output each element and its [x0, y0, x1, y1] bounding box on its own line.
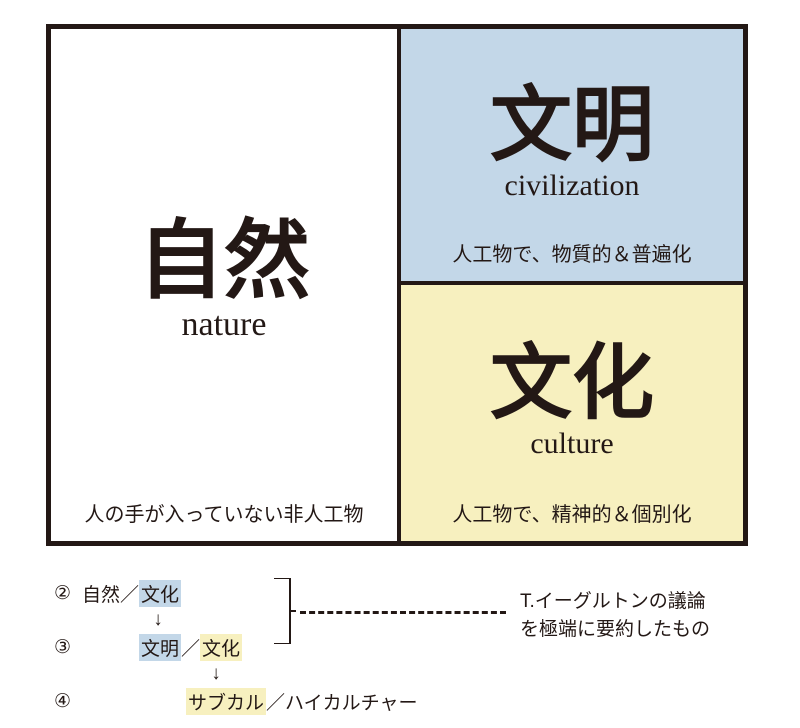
cult-title-en: culture [530, 429, 613, 459]
bracket-icon [274, 578, 296, 644]
footnotes: ②自然／文化↓③文明／文化↓④サブカル／ハイカルチャー [54, 578, 417, 716]
slash: ／ [181, 634, 200, 661]
source-annotation-line1: T.イーグルトンの議論 [520, 588, 710, 616]
highlight-chip: 文明 [139, 634, 181, 661]
note-row: ↓ [54, 662, 417, 686]
down-arrow-icon: ↓ [148, 609, 168, 631]
concept-grid: 自然 nature 人の手が入っていない非人工物 文明 civilization 人工物で… [46, 24, 748, 546]
highlight-chip: 文化 [139, 580, 181, 607]
cult-cell: 文化 culture 人工物で、精神的＆個別化 [397, 285, 743, 541]
nature-title-jp: 自然 [138, 218, 310, 304]
note-number: ④ [54, 690, 82, 713]
highlight-chip: 文化 [200, 634, 242, 661]
cult-title-jp: 文化 [490, 343, 654, 425]
source-annotation-line2: を極端に要約したもの [520, 616, 710, 644]
note-number: ② [54, 582, 82, 605]
note-number: ③ [54, 636, 82, 659]
note-term: 自然 [82, 580, 120, 607]
civ-description: 人工物で、物質的＆普遍化 [401, 238, 743, 267]
civ-title-en: civilization [505, 171, 640, 201]
note-row: ④ サブカル／ハイカルチャー [54, 686, 417, 716]
source-annotation: T.イーグルトンの議論 を極端に要約したもの [520, 588, 710, 643]
highlight-chip: サブカル [186, 688, 266, 715]
note-row: ②自然／文化 [54, 578, 417, 608]
cult-description: 人工物で、精神的＆個別化 [401, 498, 743, 527]
note-term: ハイカルチャー [285, 688, 417, 715]
note-row: ③ 文明／文化 [54, 632, 417, 662]
slash: ／ [266, 688, 285, 715]
nature-cell: 自然 nature 人の手が入っていない非人工物 [51, 29, 397, 541]
civ-cell: 文明 civilization 人工物で、物質的＆普遍化 [397, 29, 743, 285]
nature-title-en: nature [182, 308, 267, 342]
down-arrow-icon: ↓ [206, 663, 226, 685]
nature-description: 人の手が入っていない非人工物 [51, 498, 397, 527]
dashed-connector [300, 611, 506, 614]
slash: ／ [120, 580, 139, 607]
civ-title-jp: 文明 [490, 85, 654, 167]
